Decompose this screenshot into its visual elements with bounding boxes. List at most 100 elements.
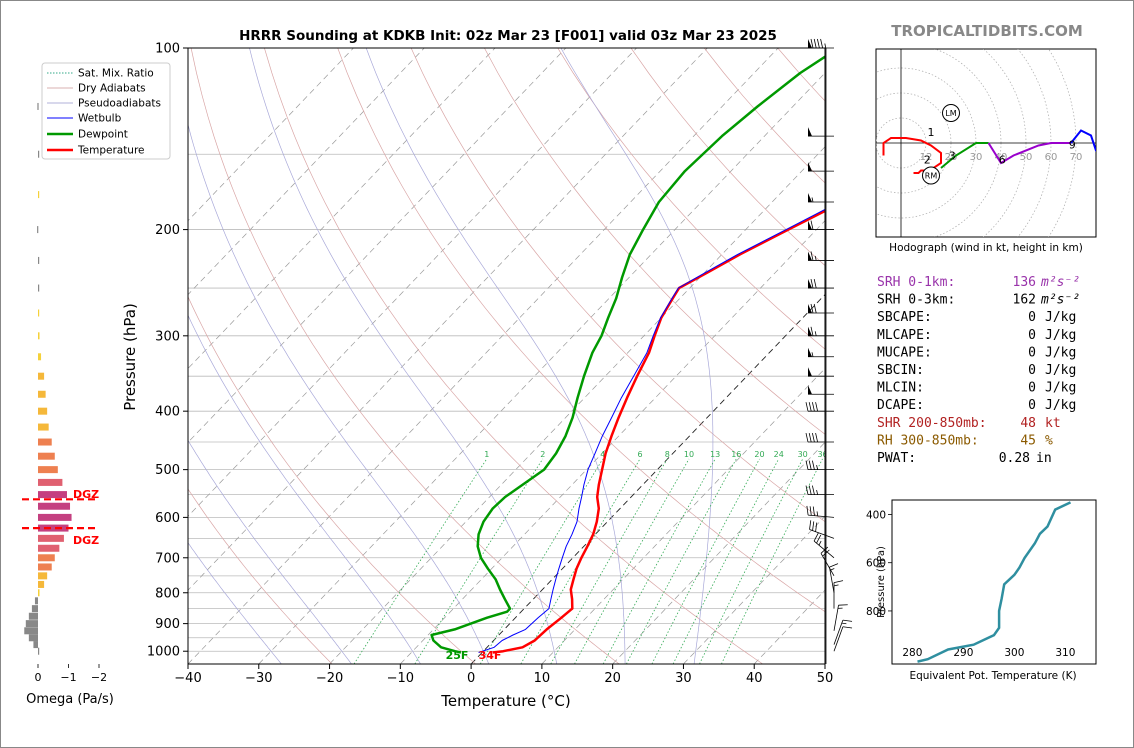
theta-e-panel: 280 290 300 310 400 600 800 bbox=[866, 501, 1075, 663]
hodograph-height-label: 2 bbox=[924, 153, 931, 166]
omega-tick-label: −1 bbox=[60, 671, 76, 684]
wind-barb bbox=[808, 127, 834, 137]
hodograph-ring-label: 12 bbox=[920, 152, 933, 163]
wind-barb bbox=[805, 485, 834, 496]
pseudoadiabat bbox=[188, 314, 421, 664]
index-unit: in bbox=[1036, 451, 1052, 466]
theta-e-y-tick-label: 400 bbox=[866, 509, 886, 521]
hodograph-ring-label: 20 bbox=[945, 152, 958, 163]
omega-bar bbox=[24, 627, 38, 635]
omega-bar bbox=[31, 605, 38, 613]
isotherm-line bbox=[541, 367, 825, 664]
omega-bar bbox=[38, 407, 48, 415]
index-value: 0.28 bbox=[999, 451, 1030, 466]
hodograph-ring-label: 60 bbox=[1045, 152, 1058, 163]
theta-e-y-tick-label: 600 bbox=[866, 558, 886, 570]
barb-staff bbox=[833, 605, 839, 631]
y-tick-label: 600 bbox=[155, 511, 180, 526]
index-unit: J/kg bbox=[1045, 398, 1076, 413]
omega-bar bbox=[38, 150, 40, 158]
barb-full bbox=[829, 563, 839, 568]
barb-staff bbox=[820, 553, 835, 577]
barb-half bbox=[816, 490, 818, 495]
omega-bar bbox=[38, 309, 40, 317]
barb-full bbox=[812, 402, 815, 412]
legend-label: Dewpoint bbox=[78, 129, 128, 141]
barb-half bbox=[814, 255, 817, 261]
barb-full bbox=[812, 506, 815, 516]
hodograph-segment bbox=[1070, 129, 1096, 152]
theta-e-x-tick-label: 310 bbox=[1055, 647, 1075, 659]
theta-e-x-tick-label: 300 bbox=[1004, 647, 1024, 659]
mixing-ratio-label: 4 bbox=[600, 450, 605, 459]
mixing-ratio-line bbox=[651, 458, 760, 664]
wind-barbs bbox=[805, 38, 853, 652]
mixing-ratio-label: 10 bbox=[684, 450, 694, 459]
isotherm-line bbox=[188, 48, 354, 222]
barb-full bbox=[812, 521, 815, 531]
omega-bar bbox=[38, 438, 52, 446]
mixing-ratio-line bbox=[721, 458, 823, 664]
omega-tick-label: −2 bbox=[91, 671, 107, 684]
hodograph-ring-label: 50 bbox=[1020, 152, 1033, 163]
barb-half bbox=[816, 511, 819, 517]
wind-barb bbox=[813, 532, 835, 559]
y-tick-label: 900 bbox=[155, 617, 180, 632]
omega-xlabel: Omega (Pa/s) bbox=[26, 692, 114, 707]
omega-bar bbox=[38, 544, 60, 552]
skewt-axes: −40 −30 −20 −10 0 10 20 30 40 50 100 200 300 400 500 60… bbox=[147, 42, 833, 687]
index-row: SRH 0-1km: 136 m²s⁻² bbox=[877, 275, 1080, 290]
barb-full bbox=[808, 460, 812, 470]
pseudoadiabat bbox=[560, 48, 714, 664]
barb-full bbox=[842, 626, 853, 629]
barb-full bbox=[810, 278, 814, 289]
mixing-ratio-line bbox=[602, 458, 716, 664]
index-value: 162 bbox=[1013, 293, 1036, 308]
legend-label: Temperature bbox=[77, 145, 145, 157]
y-tick-label: 700 bbox=[155, 551, 180, 566]
barb-flag bbox=[808, 251, 812, 261]
index-row: SHR 200-850mb: 48 kt bbox=[877, 416, 1061, 431]
hodograph-segment bbox=[987, 142, 1071, 165]
barb-full bbox=[812, 432, 815, 443]
pseudoadiabat bbox=[249, 48, 558, 664]
skewt-legend: Sat. Mix. Ratio Dry Adiabats Pseudoadiab… bbox=[41, 62, 171, 160]
index-row: SRH 0-3km: 162 m²s⁻² bbox=[877, 293, 1080, 308]
barb-half bbox=[811, 352, 814, 357]
barb-staff bbox=[833, 626, 844, 652]
omega-bar bbox=[34, 597, 38, 605]
dry-adiabat bbox=[264, 48, 763, 664]
mixing-ratio-label: 6 bbox=[637, 450, 642, 459]
mixing-ratio-label: 36 bbox=[817, 450, 827, 459]
y-tick-label: 800 bbox=[155, 586, 180, 601]
theta-e-y-tick-label: 800 bbox=[866, 606, 886, 618]
index-label: DCAPE: bbox=[877, 398, 924, 413]
x-tick-label: 20 bbox=[604, 671, 621, 686]
wind-barb bbox=[833, 619, 853, 645]
hodograph-ring-label: 40 bbox=[995, 152, 1008, 163]
barb-flag bbox=[808, 39, 812, 48]
mixing-ratio-line bbox=[699, 458, 804, 664]
x-tick-label: 10 bbox=[534, 671, 551, 686]
barb-full bbox=[815, 522, 818, 532]
wind-barb bbox=[808, 162, 834, 172]
y-tick-label: 400 bbox=[155, 405, 180, 420]
index-row: SBCAPE: 0 J/kg bbox=[877, 310, 1076, 325]
index-unit: J/kg bbox=[1045, 381, 1076, 396]
barb-full bbox=[805, 432, 809, 443]
isotherm-line bbox=[258, 72, 825, 664]
omega-bar bbox=[38, 589, 40, 597]
omega-panel: 0 −1 −2 bbox=[22, 102, 107, 684]
x-tick-label: 40 bbox=[746, 671, 763, 686]
barb-flag bbox=[808, 385, 812, 395]
wind-barb bbox=[805, 460, 834, 471]
omega-bar bbox=[38, 390, 46, 398]
wind-barb bbox=[808, 385, 834, 395]
wind-barb bbox=[808, 303, 834, 314]
x-tick-label: 50 bbox=[817, 671, 834, 686]
wind-barb bbox=[808, 326, 834, 337]
barb-flag bbox=[808, 367, 812, 377]
index-value: 0 bbox=[1028, 398, 1036, 413]
pseudoadiabat bbox=[188, 439, 352, 664]
dgz-label-bottom: DGZ bbox=[73, 534, 99, 547]
